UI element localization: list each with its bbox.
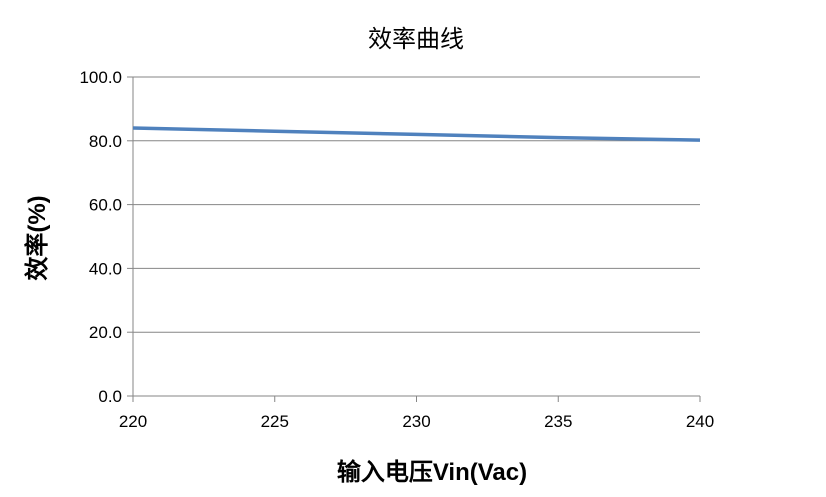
series-line (132, 126, 701, 142)
y-tick-label: 40.0 (89, 259, 122, 278)
y-tick-label: 100.0 (79, 68, 122, 87)
y-tick-label: 20.0 (89, 323, 122, 342)
x-tick-label: 235 (544, 412, 572, 431)
y-tick-label: 60.0 (89, 196, 122, 215)
x-tick-label: 240 (686, 412, 714, 431)
x-tick-label: 225 (261, 412, 289, 431)
y-axis-label: 效率(%) (23, 195, 51, 280)
x-tick-label: 220 (119, 412, 147, 431)
chart-title: 效率曲线 (368, 26, 464, 53)
x-tick-label: 230 (402, 412, 430, 431)
y-tick-label: 0.0 (98, 387, 122, 406)
x-axis-label: 输入电压Vin(Vac) (337, 458, 527, 486)
y-tick-label: 80.0 (89, 132, 122, 151)
